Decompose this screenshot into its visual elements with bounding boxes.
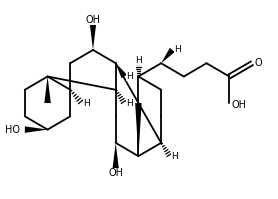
Polygon shape [44, 76, 51, 103]
Text: OH: OH [86, 15, 100, 25]
Text: H: H [172, 152, 178, 161]
Text: H: H [135, 56, 142, 65]
Text: HO: HO [6, 125, 21, 135]
Text: O: O [254, 58, 262, 68]
Polygon shape [113, 143, 119, 169]
Polygon shape [135, 103, 142, 156]
Polygon shape [90, 23, 96, 50]
Text: H: H [174, 45, 180, 55]
Text: OH: OH [232, 100, 247, 110]
Polygon shape [116, 63, 127, 78]
Polygon shape [161, 48, 175, 63]
Polygon shape [25, 126, 48, 133]
Text: H: H [83, 99, 90, 107]
Text: OH: OH [108, 168, 123, 178]
Text: H: H [126, 72, 133, 81]
Text: H: H [126, 99, 133, 107]
